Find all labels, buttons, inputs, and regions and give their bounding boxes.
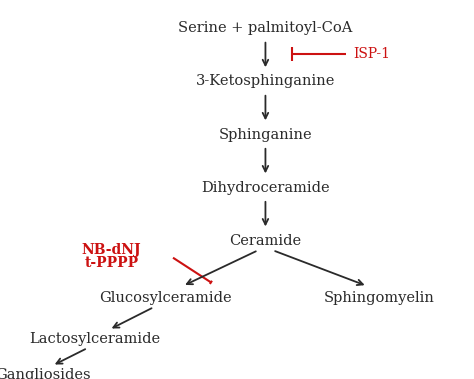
Text: t-PPPP: t-PPPP (84, 257, 138, 270)
Text: NB-dNJ: NB-dNJ (82, 243, 141, 257)
Text: Gangliosides: Gangliosides (0, 368, 91, 379)
Text: Sphinganine: Sphinganine (219, 128, 312, 141)
Text: ISP-1: ISP-1 (353, 47, 390, 61)
Text: Dihydroceramide: Dihydroceramide (201, 181, 330, 194)
Text: Ceramide: Ceramide (229, 234, 301, 247)
Text: Sphingomyelin: Sphingomyelin (324, 291, 435, 304)
Text: Lactosylceramide: Lactosylceramide (29, 332, 160, 346)
Text: 3-Ketosphinganine: 3-Ketosphinganine (196, 75, 335, 88)
Text: Serine + palmitoyl-CoA: Serine + palmitoyl-CoA (178, 22, 353, 35)
Text: Glucosylceramide: Glucosylceramide (100, 291, 232, 304)
